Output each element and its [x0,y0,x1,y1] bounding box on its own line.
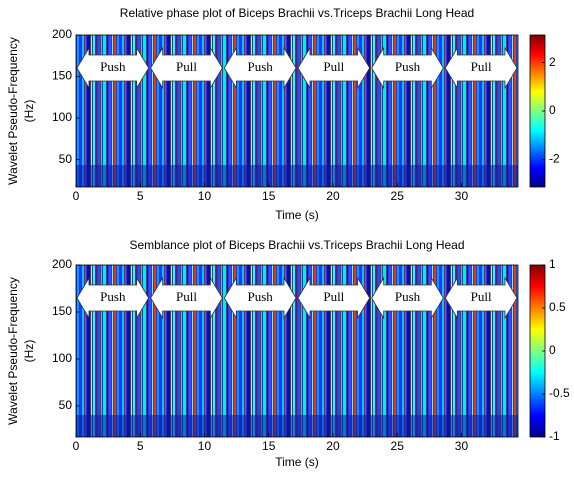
annotation-arrow [150,46,223,90]
annotation-arrow [444,46,518,90]
y-tick-label: 50 [59,152,73,166]
y-tick-label: 100 [52,110,72,124]
low-frequency-band [76,165,518,187]
x-tick-label: 20 [326,439,340,453]
annotation-label: Push [248,59,274,74]
x-tick-label: 5 [137,439,144,453]
annotation-label: Pull [471,289,492,304]
x-tick-label: 25 [391,439,405,453]
x-tick-label: 5 [137,189,144,203]
x-tick-label: 10 [198,189,212,203]
x-tick-label: 0 [73,439,80,453]
chart-title: Semblance plot of Biceps Brachii vs.Tric… [129,238,464,252]
x-tick-label: 30 [455,189,469,203]
annotation-label: Push [100,289,126,304]
annotation-label: Push [395,289,421,304]
x-tick-label: 15 [262,189,276,203]
annotation-arrow [371,276,444,320]
annotation-label: Pull [323,59,344,74]
annotation-label: Pull [471,59,492,74]
y-axis-label: Wavelet Pseudo-Frequency [6,277,20,425]
y-axis-label: (Hz) [22,340,36,363]
annotation-arrow [76,46,150,90]
y-tick-label: 100 [52,351,72,365]
annotation-label: Pull [323,289,344,304]
plot-frame [75,264,519,438]
annotation-label: Pull [176,59,197,74]
y-axis-label: Wavelet Pseudo-Frequency [6,37,20,185]
colorbar-tick-label: -2 [549,152,560,166]
colorbar-tick-label: 2 [549,55,556,69]
x-axis-label: Time (s) [275,208,319,222]
annotation-arrow [297,46,371,90]
colorbar-tick-label: -1 [549,429,560,443]
annotation-label: Push [395,59,421,74]
x-tick-label: 25 [391,189,405,203]
y-tick-label: 150 [52,304,72,318]
colorbar-tick-label: 0 [549,103,556,117]
x-axis-label: Time (s) [275,455,319,469]
y-tick-label: 200 [52,257,72,271]
heatmap-area [76,35,518,187]
y-tick-label: 50 [59,398,73,412]
x-tick-label: 0 [73,189,80,203]
annotation-label: Push [248,289,274,304]
plot-frame [75,34,519,188]
annotation-arrow [297,276,371,320]
low-frequency-band [76,415,518,437]
annotation-arrow [223,46,297,90]
chart-title: Relative phase plot of Biceps Brachii vs… [120,6,474,20]
annotation-label: Push [100,59,126,74]
x-tick-label: 15 [262,439,276,453]
annotation-arrow [150,276,223,320]
colorbar-tick-label: 0 [549,343,556,357]
colorbar-tick-label: -0.5 [549,386,570,400]
y-axis-label: (Hz) [22,100,36,123]
heatmap-area [76,265,518,437]
annotation-arrow [371,46,444,90]
y-tick-label: 150 [52,69,72,83]
colorbar-tick-label: 0.5 [549,300,566,314]
annotation-arrow [223,276,297,320]
x-tick-label: 30 [455,439,469,453]
colorbar-tick-label: 1 [549,257,556,271]
x-tick-label: 10 [198,439,212,453]
x-tick-label: 20 [326,189,340,203]
annotation-label: Pull [176,289,197,304]
y-tick-label: 200 [52,27,72,41]
annotation-arrow [444,276,518,320]
annotation-arrow [76,276,150,320]
